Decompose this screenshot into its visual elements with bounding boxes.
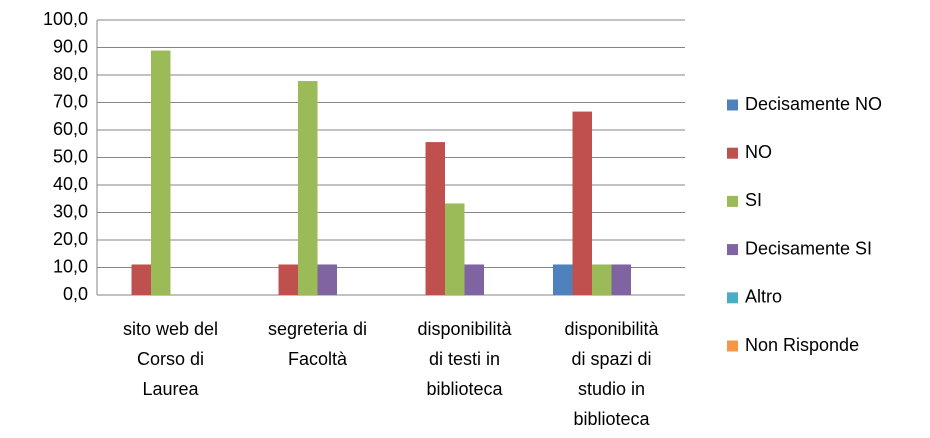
legend-label: Altro <box>745 287 782 307</box>
y-tick-label: 70,0 <box>53 91 88 111</box>
x-tick-line: di testi in <box>429 349 500 369</box>
x-tick-line: sito web del <box>123 319 218 339</box>
legend-label: Decisamente SI <box>745 238 872 258</box>
x-tick-label: disponibilità di spazi di studio in bibliot… <box>564 319 659 429</box>
x-tick-line: Corso di <box>137 349 204 369</box>
x-tick-label: segreteria di Facoltà <box>268 319 367 369</box>
bar <box>425 142 445 295</box>
y-tick-label: 40,0 <box>53 174 88 194</box>
bar <box>611 264 631 295</box>
legend-swatch <box>727 195 738 207</box>
legend-swatch <box>727 340 738 352</box>
legend-swatch <box>727 292 738 304</box>
bar <box>553 264 573 295</box>
y-tick-label: 100,0 <box>43 9 88 29</box>
legend-label: Decisamente NO <box>745 94 882 114</box>
x-tick-line: Laurea <box>142 379 199 399</box>
x-tick-line: Facoltà <box>288 349 348 369</box>
x-tick-label: sito web del Corso di Laurea <box>123 319 218 399</box>
bar <box>572 111 592 295</box>
y-tick-label: 50,0 <box>53 146 88 166</box>
y-tick-label: 60,0 <box>53 119 88 139</box>
x-tick-line: studio in <box>578 379 645 399</box>
bar <box>298 81 318 295</box>
x-tick-line: biblioteca <box>426 379 503 399</box>
y-tick-label: 0,0 <box>63 284 88 304</box>
x-tick-line: biblioteca <box>573 409 650 429</box>
legend-swatch <box>727 99 738 111</box>
x-tick-line: segreteria di <box>268 319 367 339</box>
bar <box>464 264 484 295</box>
y-tick-label: 80,0 <box>53 64 88 84</box>
y-tick-label: 90,0 <box>53 36 88 56</box>
y-tick-label: 30,0 <box>53 201 88 221</box>
legend-swatch <box>727 147 738 159</box>
x-tick-label: disponibilità di testi in biblioteca <box>417 319 512 399</box>
legend-label: SI <box>745 190 762 210</box>
bar <box>445 203 465 295</box>
y-tick-label: 20,0 <box>53 229 88 249</box>
legend-swatch <box>727 244 738 256</box>
y-tick-label: 10,0 <box>53 256 88 276</box>
bar <box>131 264 151 295</box>
x-tick-line: disponibilità <box>417 319 512 339</box>
bar <box>592 264 612 295</box>
x-tick-line: di spazi di <box>571 349 651 369</box>
bar <box>317 264 337 295</box>
legend-label: NO <box>745 142 772 162</box>
bar <box>151 50 171 296</box>
bar <box>278 264 298 295</box>
x-tick-line: disponibilità <box>564 319 659 339</box>
legend-label: Non Risponde <box>745 335 859 355</box>
